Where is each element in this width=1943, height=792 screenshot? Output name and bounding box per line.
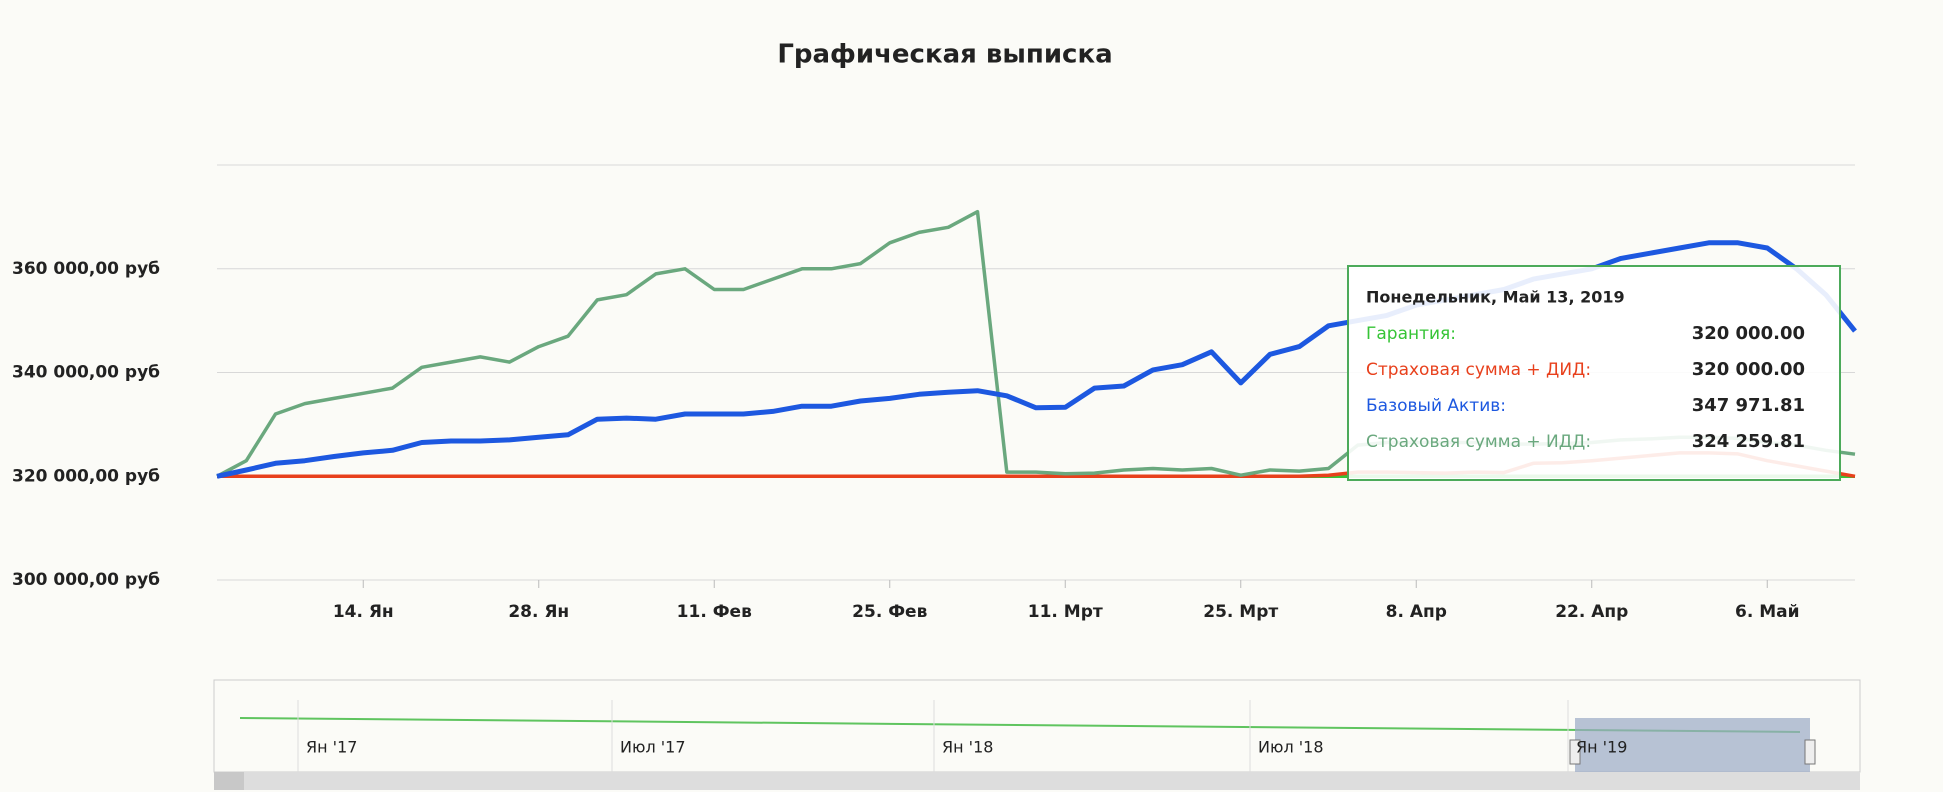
- x-tick-label: 11. Мрт: [1028, 602, 1103, 622]
- navigator-label: Июл '17: [620, 738, 686, 757]
- tooltip-label: Страховая сумма + ИДД:: [1366, 432, 1591, 452]
- y-tick-label: 320 000,00 руб: [12, 466, 160, 486]
- x-tick-label: 28. Ян: [508, 602, 569, 622]
- y-tick-label: 340 000,00 руб: [12, 363, 160, 383]
- x-tick-label: 6. Май: [1735, 602, 1800, 622]
- scroll-left-button[interactable]: [214, 772, 244, 790]
- chart-title: Графическая выписка: [777, 40, 1112, 70]
- scrollbar[interactable]: [214, 772, 1860, 790]
- navigator-label: Ян '17: [306, 738, 357, 757]
- x-tick-label: 25. Мрт: [1203, 602, 1278, 622]
- navigator-handle[interactable]: [1569, 739, 1581, 765]
- tooltip-value: 324 259.81: [1692, 431, 1805, 452]
- navigator-handle[interactable]: [1804, 739, 1816, 765]
- x-tick-label: 8. Апр: [1386, 602, 1447, 622]
- x-tick-label: 25. Фев: [852, 602, 927, 622]
- x-tick-label: 14. Ян: [333, 602, 394, 622]
- y-tick-label: 360 000,00 руб: [12, 259, 160, 279]
- tooltip-box: [1347, 265, 1841, 481]
- tooltip-label: Гарантия:: [1366, 324, 1456, 344]
- x-tick-label: 11. Фев: [677, 602, 752, 622]
- tooltip-value: 320 000.00: [1692, 359, 1805, 380]
- x-tick-label: 22. Апр: [1555, 602, 1628, 622]
- y-tick-label: 300 000,00 руб: [12, 570, 160, 590]
- tooltip-value: 320 000.00: [1692, 323, 1805, 344]
- navigator-label: Ян '19: [1576, 738, 1627, 757]
- navigator-label: Ян '18: [942, 738, 993, 757]
- tooltip-label: Страховая сумма + ДИД:: [1366, 360, 1591, 380]
- navigator-line: [239, 717, 1801, 733]
- tooltip-value: 347 971.81: [1692, 395, 1805, 416]
- tooltip-label: Базовый Актив:: [1366, 396, 1506, 416]
- tooltip-title: Понедельник, Май 13, 2019: [1366, 288, 1625, 307]
- navigator-label: Июл '18: [1258, 738, 1324, 757]
